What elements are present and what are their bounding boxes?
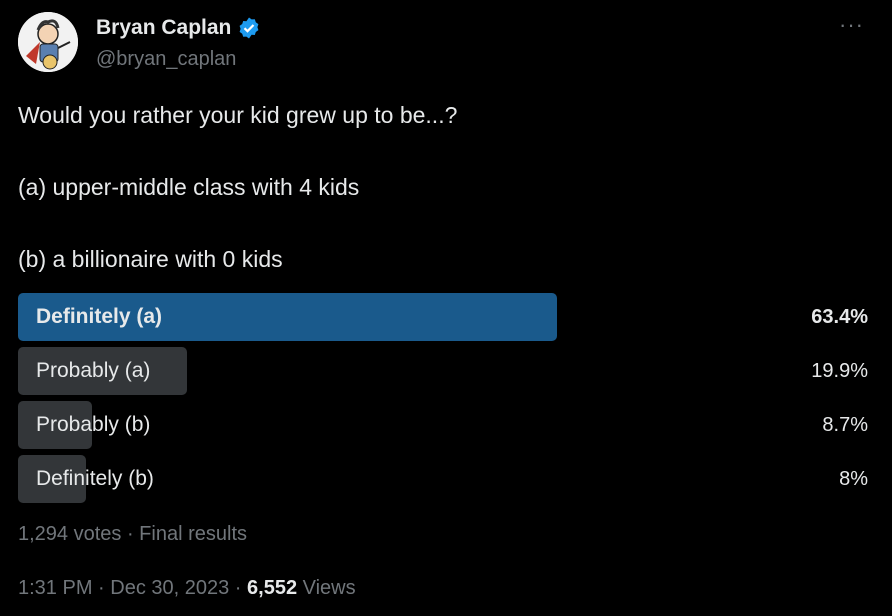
- author-name-text[interactable]: Bryan Caplan: [96, 16, 232, 39]
- poll-option: Probably (b) 8.7%: [18, 401, 868, 449]
- poll-bar: [18, 455, 86, 503]
- poll-option: Definitely (a) 63.4%: [18, 293, 868, 341]
- views-count: 6,552: [247, 577, 298, 599]
- avatar[interactable]: [18, 12, 78, 72]
- tweet-line-question: Would you rather your kid grew up to be.…: [18, 102, 458, 128]
- poll-option-label: Probably (b): [36, 413, 151, 436]
- more-options-icon[interactable]: ···: [839, 12, 864, 37]
- tweet-text: Would you rather your kid grew up to be.…: [18, 97, 868, 313]
- poll-summary: 1,294 votes · Final results: [18, 523, 247, 545]
- poll: Definitely (a) 63.4% Probably (a) 19.9% …: [18, 293, 868, 509]
- poll-option-percent: 63.4%: [811, 306, 868, 328]
- views-label: Views: [297, 577, 356, 599]
- poll-option: Probably (a) 19.9%: [18, 347, 868, 395]
- tweet-line-option-b: (b) a billionaire with 0 kids: [18, 246, 283, 272]
- poll-option-percent: 19.9%: [811, 360, 868, 382]
- poll-option-label: Definitely (a): [36, 305, 163, 328]
- poll-option: Definitely (b) 8%: [18, 455, 868, 503]
- avatar-cartoon-icon: [18, 12, 78, 72]
- poll-option-label: Definitely (b): [36, 467, 154, 490]
- poll-option-percent: 8%: [839, 468, 868, 490]
- author-name[interactable]: Bryan Caplan: [96, 16, 261, 40]
- poll-option-label: Probably (a): [36, 359, 151, 382]
- poll-bar: [18, 347, 188, 395]
- timestamp[interactable]: 1:31 PM · Dec 30, 2023 ·: [18, 577, 248, 599]
- verified-badge-icon: [239, 17, 259, 39]
- poll-bar: [18, 401, 92, 449]
- poll-option-percent: 8.7%: [822, 414, 868, 436]
- tweet-meta: 1:31 PM · Dec 30, 2023 · 6,552 Views: [18, 577, 356, 600]
- tweet-line-option-a: (a) upper-middle class with 4 kids: [18, 174, 360, 200]
- poll-bar: [18, 293, 557, 341]
- author-handle[interactable]: @bryan_caplan: [96, 48, 237, 70]
